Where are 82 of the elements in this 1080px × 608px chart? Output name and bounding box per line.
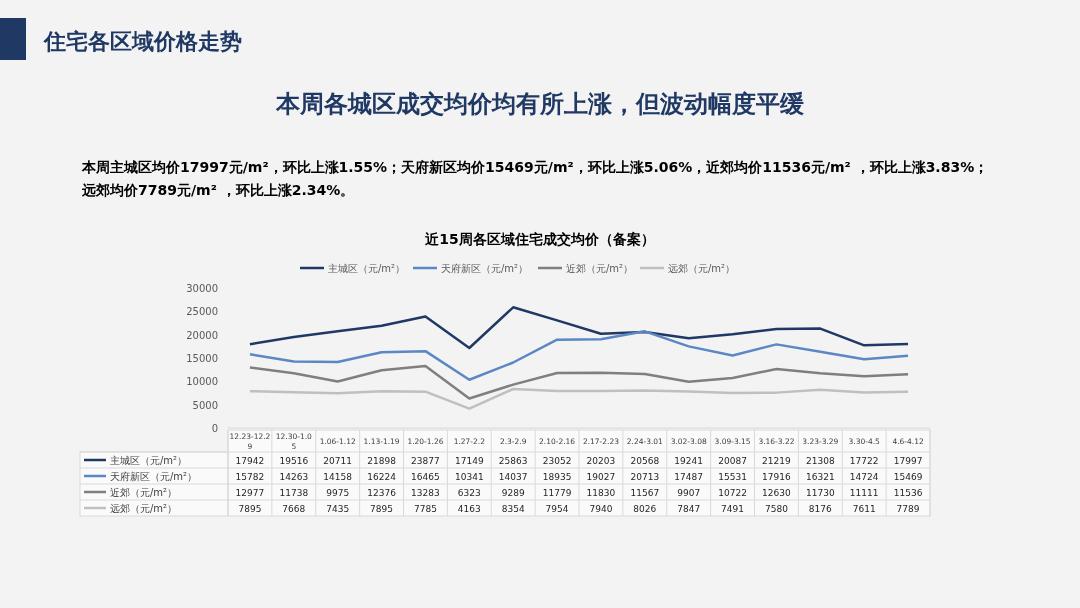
data-label: 17722: [849, 455, 879, 466]
data-label: 9975: [326, 487, 350, 498]
data-label: 11738: [279, 487, 309, 498]
data-label: 6323: [457, 487, 481, 498]
data-label: 11111: [849, 487, 879, 498]
data-label: 10341: [454, 471, 484, 482]
text: 本周主城区均价17997元/m²，环比上涨1.55%；天府新区均价15469元/m²，环比上涨5.06%，近郊均价11536元/m² ，环比上涨3.83%；远郊均价7789元/m² ，环比上涨2.34%。: [81, 159, 989, 198]
data-label: 12977: [235, 487, 265, 498]
data-label: 11730: [805, 487, 835, 498]
chart-title: 近15周各区域住宅成交均价（备案）: [424, 231, 655, 247]
data-label: 20087: [718, 455, 747, 466]
data-label: 21308: [805, 455, 835, 466]
y-tick-label: 30000: [186, 283, 218, 294]
data-label: 25863: [498, 455, 528, 466]
data-label: 7668: [282, 503, 306, 514]
data-label: 11779: [542, 487, 572, 498]
data-label: 7895: [370, 503, 394, 514]
data-label: 8176: [808, 503, 833, 514]
line-series: [248, 387, 910, 410]
data-label: 14158: [323, 471, 353, 482]
data-label: 7435: [326, 503, 350, 514]
legend-label: 主城区（元/m²）: [328, 263, 406, 274]
data-label: 21898: [367, 455, 397, 466]
data-label: 12376: [367, 487, 397, 498]
data-label: 7940: [589, 503, 613, 514]
text: 本周各城区成交均价均有所上涨，但波动幅度平缓: [275, 90, 804, 118]
data-label: 23877: [411, 455, 440, 466]
data-label: 7611: [852, 503, 876, 514]
y-tick-label: 15000: [186, 353, 218, 364]
data-label: 7895: [238, 503, 262, 514]
legend-label: 近郊（元/m²）: [566, 263, 634, 274]
data-label: 17487: [674, 471, 704, 482]
data-label: 8354: [501, 503, 525, 514]
data-label: 20203: [586, 455, 616, 466]
y-tick-label: 20000: [186, 329, 218, 341]
data-label: 15782: [235, 471, 265, 482]
data-label: 16321: [805, 471, 835, 482]
data-label: 17997: [893, 455, 923, 466]
data-label: 17149: [454, 455, 484, 466]
data-label: 20568: [630, 455, 660, 466]
text: 住宅各区域价格走势: [43, 29, 242, 54]
data-label: 20711: [323, 455, 353, 466]
line-series: [248, 306, 910, 350]
data-label: 14037: [498, 471, 528, 482]
line-series: [248, 330, 910, 381]
data-label: 9289: [501, 487, 525, 498]
data-label: 11536: [893, 487, 923, 498]
data-label: 17916: [762, 471, 792, 482]
data-label: 14724: [849, 471, 879, 482]
data-label: 8026: [633, 503, 657, 514]
data-label: 7580: [764, 503, 789, 514]
data-label: 21219: [762, 455, 792, 466]
data-label: 11830: [586, 487, 616, 498]
data-label: 20713: [630, 471, 660, 482]
y-tick-label: 25000: [186, 306, 218, 318]
data-label: 17942: [235, 455, 265, 466]
data-label: 19027: [586, 471, 616, 482]
data-label: 14263: [279, 471, 309, 482]
line-series: [248, 364, 910, 400]
data-label: 7954: [545, 503, 569, 514]
y-tick-label: 5000: [192, 399, 218, 411]
data-label: 11567: [630, 487, 660, 498]
data-label: 9907: [677, 487, 701, 498]
data-label: 19241: [674, 455, 704, 466]
data-label: 7491: [721, 503, 745, 514]
data-label: 7789: [896, 503, 920, 514]
data-label: 13283: [411, 487, 440, 498]
data-label: 15531: [718, 471, 747, 482]
data-label: 16465: [411, 471, 440, 482]
data-label: 4163: [457, 503, 481, 514]
y-tick-label: 10000: [186, 376, 218, 388]
data-label: 7785: [413, 503, 437, 514]
data-label: 15469: [893, 471, 923, 482]
data-label: 7847: [677, 503, 701, 514]
data-label: 12630: [762, 487, 792, 498]
legend-label: 天府新区（元/m²）: [441, 263, 529, 274]
data-label: 19516: [279, 455, 309, 466]
data-label: 23052: [542, 455, 572, 466]
data-label: 10722: [718, 487, 747, 498]
data-label: 16224: [367, 471, 397, 482]
data-label: 18935: [542, 471, 572, 482]
legend-label: 远郊（元/m²）: [668, 263, 736, 274]
